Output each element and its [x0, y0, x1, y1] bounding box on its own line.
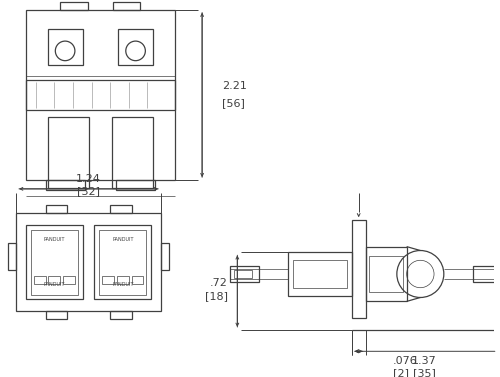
- Bar: [234, 270, 252, 278]
- Text: [56]: [56]: [222, 98, 244, 109]
- Bar: [352, 220, 366, 318]
- Text: 1.37: 1.37: [412, 356, 436, 366]
- Bar: [46, 311, 67, 319]
- Text: .076: .076: [393, 356, 417, 366]
- Bar: [110, 205, 132, 213]
- Text: PANDUIT: PANDUIT: [112, 282, 134, 287]
- Bar: [46, 205, 67, 213]
- Bar: [116, 180, 155, 190]
- Bar: [366, 247, 406, 301]
- Text: [18]: [18]: [204, 291, 228, 302]
- Bar: [94, 225, 151, 299]
- Text: [32]: [32]: [77, 186, 100, 196]
- Bar: [26, 225, 82, 299]
- Bar: [102, 276, 114, 284]
- Bar: [112, 117, 153, 188]
- Bar: [113, 2, 140, 10]
- Bar: [110, 311, 132, 319]
- Bar: [293, 260, 347, 288]
- Bar: [26, 10, 174, 180]
- Bar: [370, 256, 402, 292]
- Bar: [48, 276, 60, 284]
- Bar: [288, 253, 352, 296]
- Bar: [8, 243, 16, 270]
- Text: 1.24: 1.24: [76, 174, 101, 184]
- Bar: [48, 29, 82, 64]
- Text: 2.21: 2.21: [222, 81, 246, 91]
- Text: [2]: [2]: [393, 368, 409, 377]
- Text: PANDUIT: PANDUIT: [112, 237, 134, 242]
- Bar: [31, 230, 78, 294]
- Bar: [26, 80, 174, 110]
- Text: [35]: [35]: [413, 368, 436, 377]
- Bar: [117, 276, 128, 284]
- Text: PANDUIT: PANDUIT: [44, 282, 65, 287]
- Bar: [230, 266, 259, 282]
- Bar: [473, 266, 496, 282]
- Bar: [161, 243, 169, 270]
- Text: PANDUIT: PANDUIT: [44, 237, 65, 242]
- Bar: [132, 276, 143, 284]
- Bar: [100, 230, 146, 294]
- Bar: [16, 213, 161, 311]
- Bar: [60, 2, 88, 10]
- Bar: [63, 276, 75, 284]
- Bar: [48, 117, 88, 188]
- Text: .72: .72: [210, 278, 228, 288]
- Bar: [118, 29, 153, 64]
- Bar: [34, 276, 46, 284]
- Bar: [46, 180, 84, 190]
